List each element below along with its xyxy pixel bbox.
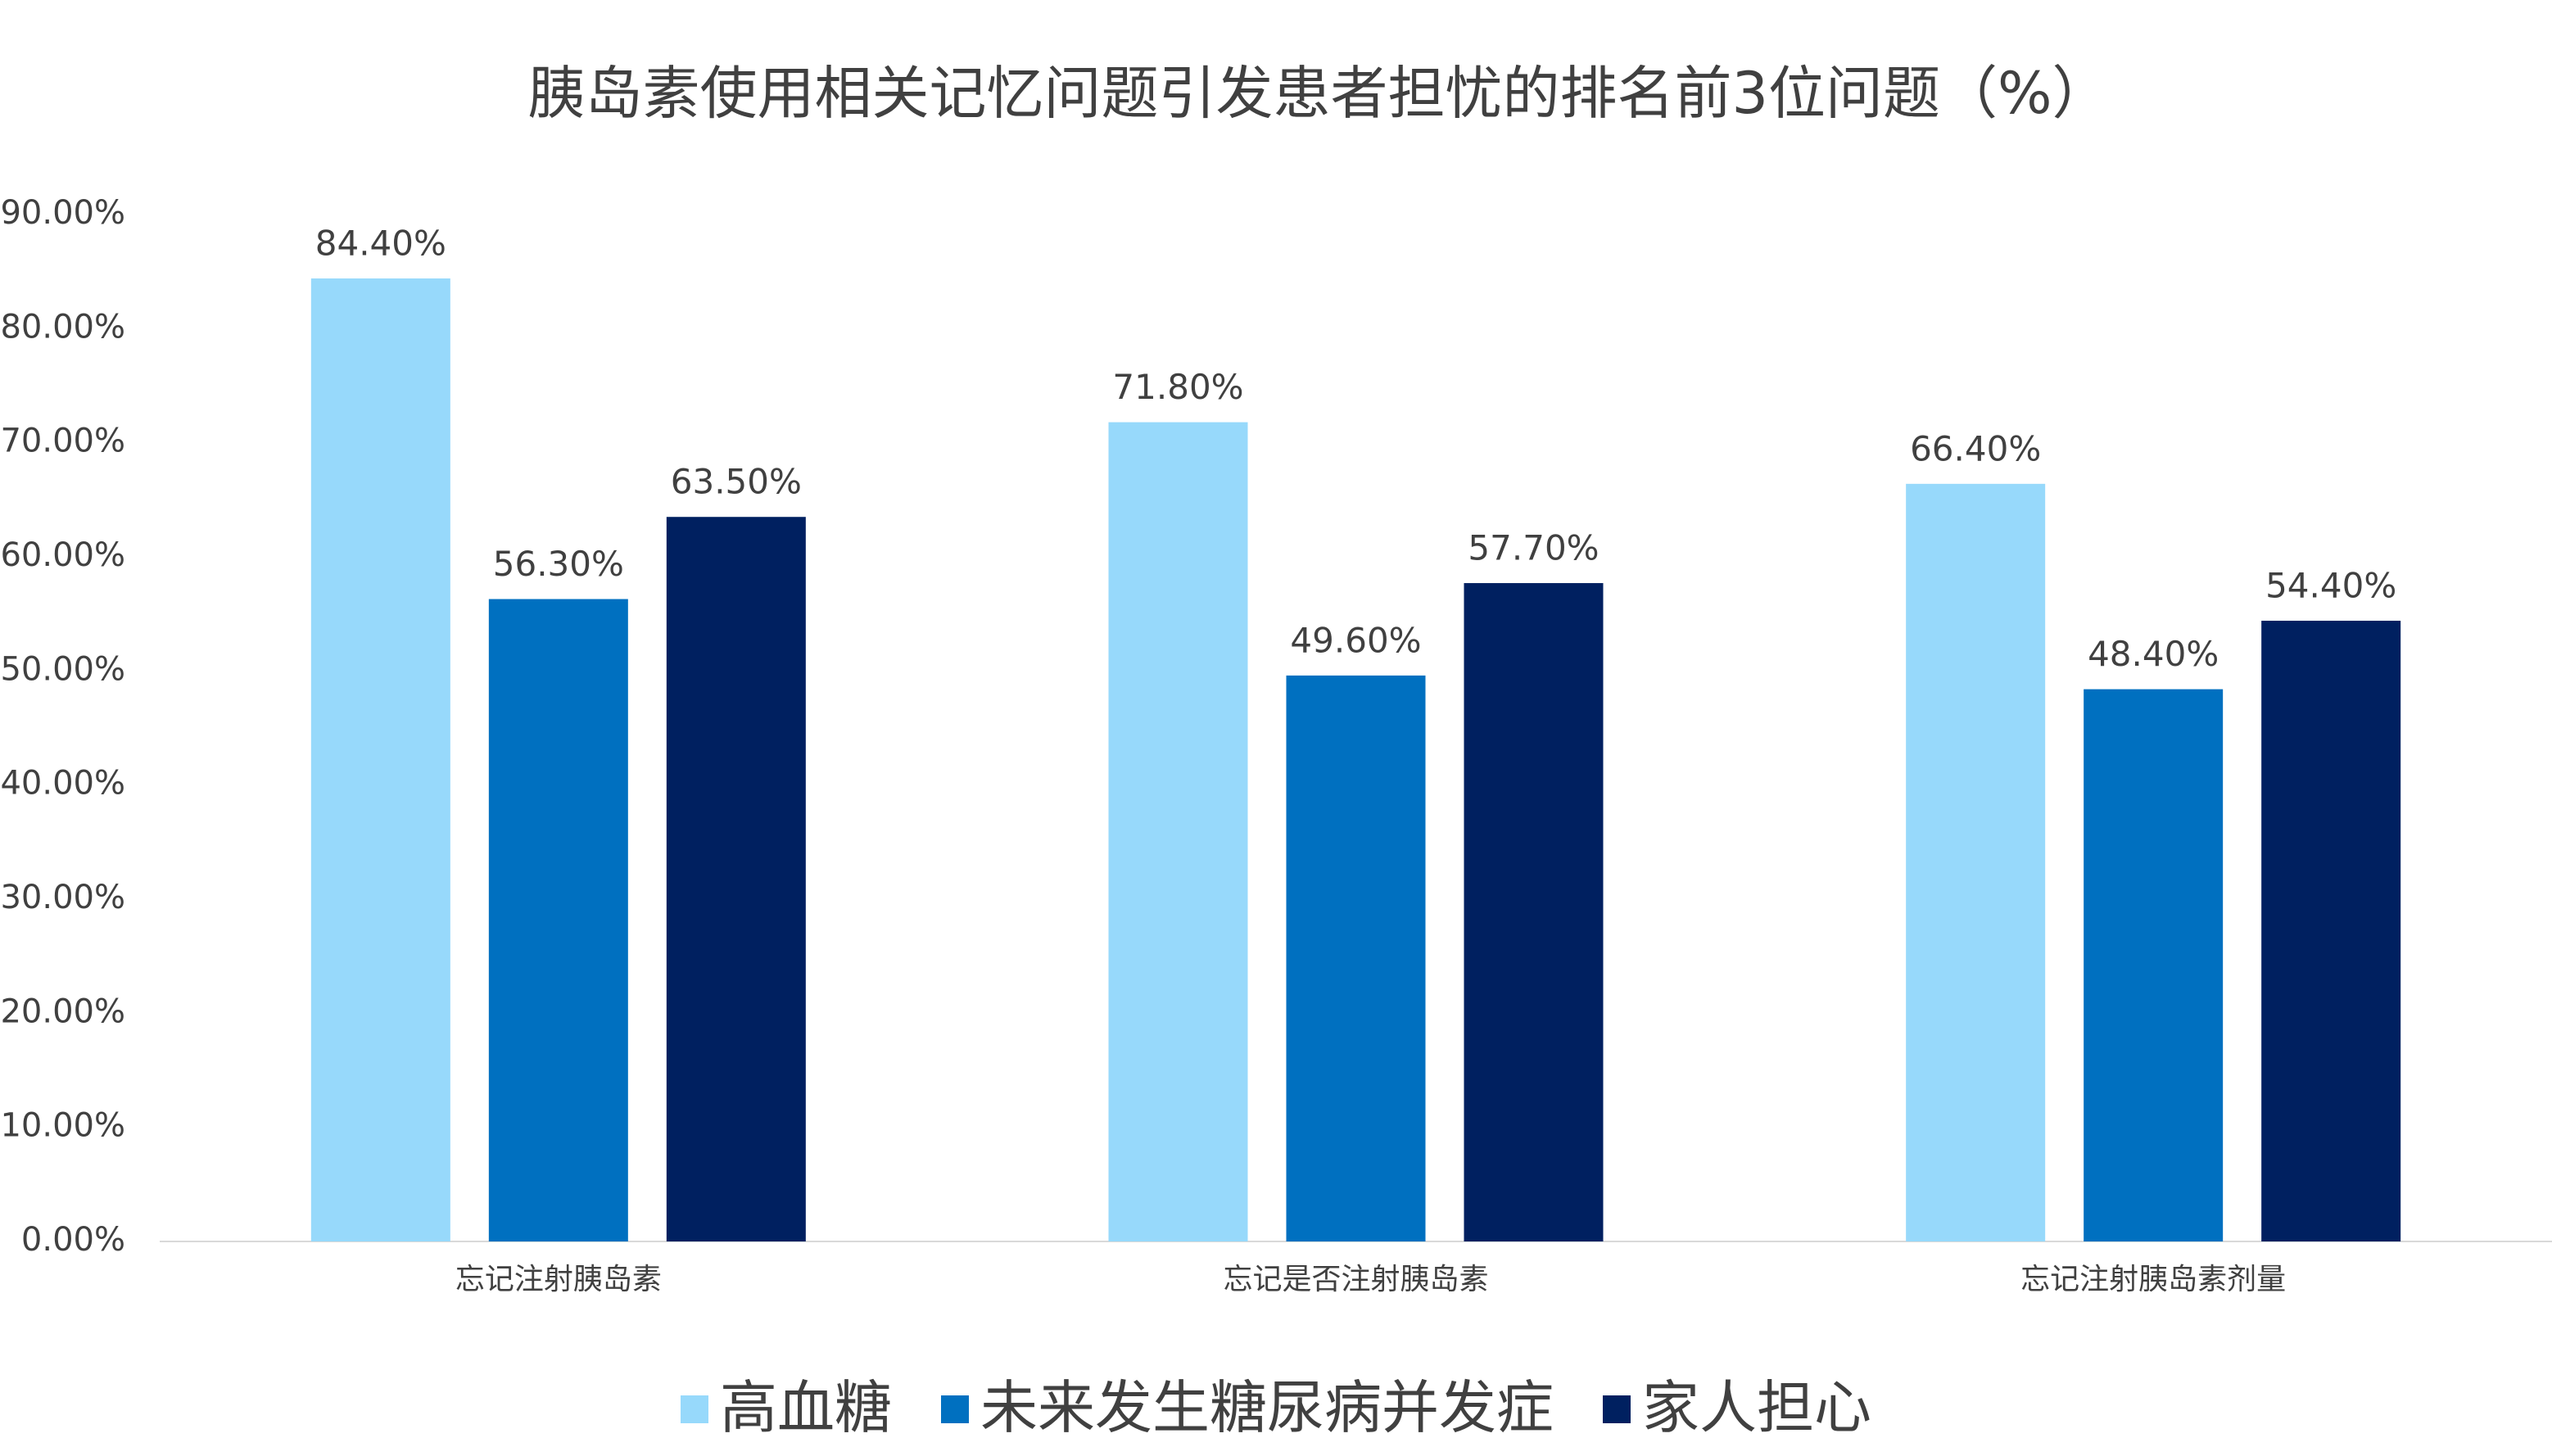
y-tick-label: 70.00% bbox=[0, 423, 125, 460]
data-label: 48.40% bbox=[2088, 634, 2219, 674]
legend-swatch bbox=[1603, 1395, 1631, 1423]
y-tick-label: 20.00% bbox=[0, 993, 125, 1030]
data-label: 84.40% bbox=[315, 224, 446, 264]
data-label: 49.60% bbox=[1290, 620, 1421, 660]
legend-label: 未来发生糖尿病并发症 bbox=[980, 1374, 1554, 1441]
bar bbox=[2084, 689, 2224, 1241]
legend-swatch bbox=[681, 1395, 708, 1423]
data-label: 66.40% bbox=[1910, 428, 2041, 468]
x-tick-label: 忘记注射胰岛素剂量 bbox=[2020, 1263, 2286, 1296]
y-tick-label: 50.00% bbox=[0, 650, 125, 688]
x-tick-label: 忘记注射胰岛素 bbox=[455, 1263, 662, 1296]
bar bbox=[666, 517, 806, 1241]
legend-label: 高血糖 bbox=[720, 1374, 892, 1441]
bar bbox=[2261, 621, 2401, 1241]
data-label: 63.50% bbox=[671, 462, 802, 502]
bar bbox=[310, 278, 450, 1242]
bar bbox=[1464, 583, 1604, 1241]
y-tick-label: 0.00% bbox=[21, 1221, 125, 1259]
legend-swatch bbox=[941, 1395, 969, 1423]
bar bbox=[1108, 422, 1248, 1241]
y-tick-label: 90.00% bbox=[0, 194, 125, 232]
y-tick-label: 80.00% bbox=[0, 308, 125, 346]
data-label: 54.40% bbox=[2265, 566, 2396, 606]
legend-label: 家人担心 bbox=[1642, 1374, 1871, 1441]
y-tick-label: 10.00% bbox=[0, 1107, 125, 1145]
data-label: 71.80% bbox=[1112, 367, 1243, 407]
bar bbox=[488, 599, 628, 1241]
bar bbox=[1906, 483, 2046, 1241]
data-label: 56.30% bbox=[493, 544, 624, 584]
y-tick-label: 60.00% bbox=[0, 536, 125, 574]
data-label: 57.70% bbox=[1468, 528, 1599, 568]
y-tick-label: 40.00% bbox=[0, 765, 125, 803]
y-tick-label: 30.00% bbox=[0, 879, 125, 916]
x-tick-label: 忘记是否注射胰岛素 bbox=[1223, 1263, 1488, 1296]
chart-title: 胰岛素使用相关记忆问题引发患者担忧的排名前3位问题（%） bbox=[527, 60, 2109, 127]
bar bbox=[1286, 675, 1426, 1241]
